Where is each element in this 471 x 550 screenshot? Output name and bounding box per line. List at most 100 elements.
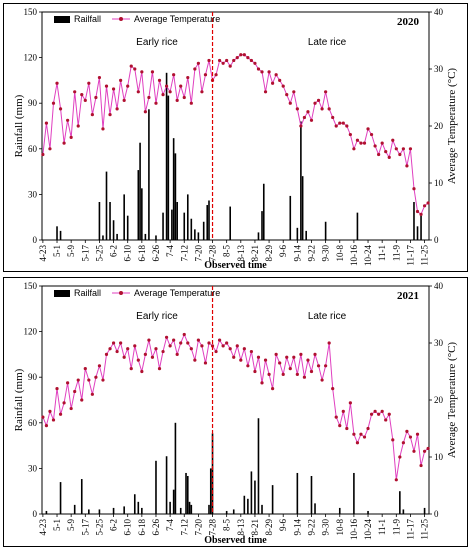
y-right-axis-title: Average Temperature (°C) — [446, 342, 458, 459]
rainfall-bar — [105, 171, 108, 240]
temperature-point — [186, 75, 190, 80]
temperature-point — [341, 409, 345, 413]
temperature-point — [87, 378, 91, 382]
y-right-tick-label: 10 — [434, 178, 444, 188]
temperature-point — [384, 150, 388, 154]
temperature-point — [228, 64, 232, 68]
temperature-point — [115, 349, 119, 354]
x-tick-label: 11-9 — [391, 519, 401, 536]
temperature-point — [281, 372, 285, 376]
y-left-tick-label: 30 — [28, 463, 38, 473]
temperature-point — [292, 355, 296, 359]
rainfall-bar — [183, 212, 186, 240]
temperature-point — [80, 398, 84, 402]
temperature-point — [394, 478, 398, 482]
x-tick-label: 11-17 — [405, 245, 415, 266]
temperature-point — [249, 58, 254, 63]
temperature-point — [405, 164, 409, 168]
temperature-series-line — [42, 333, 429, 480]
temperature-point — [377, 152, 381, 157]
temperature-point — [189, 347, 193, 351]
rainfall-bar — [126, 215, 129, 240]
y-right-tick-label: 40 — [434, 7, 444, 17]
temperature-point — [412, 449, 416, 453]
temperature-point — [355, 138, 360, 142]
x-tick-label: 5-17 — [80, 519, 90, 536]
temperature-point — [338, 121, 342, 125]
temperature-point — [69, 135, 73, 139]
rainfall-bar — [59, 482, 62, 514]
rainfall-bar — [367, 510, 369, 514]
rainfall-bar — [356, 212, 359, 240]
rainfall-bar — [172, 138, 175, 240]
temperature-point — [348, 132, 352, 137]
rainfall-bar — [338, 507, 341, 514]
x-tick-label: 10-8 — [335, 519, 345, 536]
temperature-point — [122, 355, 126, 359]
temperature-point — [111, 87, 116, 91]
x-tick-label: 11-25 — [420, 519, 430, 540]
x-tick-label: 5-9 — [66, 245, 76, 257]
temperature-point — [129, 367, 133, 371]
rainfall-bar — [98, 509, 101, 514]
temperature-point — [161, 93, 165, 97]
temperature-point — [104, 352, 109, 356]
rainfall-bar — [45, 510, 48, 514]
y-left-tick-label: 60 — [28, 144, 38, 154]
temperature-point — [108, 113, 112, 117]
rainfall-bar — [262, 183, 265, 240]
x-tick-label: 6-10 — [123, 245, 133, 262]
rainfall-bar — [73, 504, 76, 514]
x-tick-label: 4-23 — [38, 519, 48, 536]
temperature-point — [172, 73, 176, 77]
temperature-point — [359, 141, 363, 145]
rainfall-bar — [102, 235, 104, 240]
x-tick-label: 8-29 — [264, 519, 274, 536]
temperature-point — [246, 56, 250, 60]
temperature-point — [143, 352, 147, 356]
temperature-point — [380, 141, 384, 145]
temperature-point — [80, 93, 84, 97]
x-tick-label: 8-21 — [250, 245, 260, 262]
temperature-point — [217, 58, 222, 63]
temperature-point — [62, 141, 66, 145]
rainfall-bar — [98, 202, 101, 240]
temperature-point — [316, 364, 321, 368]
temperature-point — [186, 341, 190, 345]
temperature-point — [182, 95, 186, 100]
rainfall-bar — [139, 142, 141, 240]
panel-frame-1 — [3, 3, 468, 272]
temperature-point — [295, 107, 299, 111]
temperature-point — [324, 364, 328, 368]
chart-2021: 0 30 60 90 120 150 0 10 20 30 40 4-23 5-1 5-9 5-17 5-25… — [13, 281, 458, 546]
temperature-point — [119, 78, 123, 82]
temperature-point — [306, 110, 310, 114]
rainfall-bar — [296, 472, 299, 514]
temperature-point — [150, 355, 155, 359]
temperature-point — [203, 73, 208, 77]
rainfall-bar — [194, 229, 196, 240]
y-left-tick-label: 0 — [33, 235, 38, 245]
temperature-point — [292, 90, 296, 94]
temperature-point — [73, 389, 77, 394]
temperature-point — [366, 426, 370, 431]
x-tick-label: 6-10 — [123, 519, 133, 536]
rainfall-bar — [243, 495, 246, 514]
temperature-point — [210, 344, 215, 348]
rainfall-bar — [257, 232, 260, 240]
rainfall-bar — [232, 509, 235, 514]
temperature-point — [341, 121, 345, 125]
rainfall-bar — [399, 491, 401, 514]
x-tick-label: 7-20 — [193, 519, 203, 536]
temperature-point — [58, 412, 63, 416]
temperature-point — [225, 58, 229, 63]
temperature-point — [51, 101, 56, 105]
rainfall-bar — [257, 418, 260, 514]
x-tick-label: 5-1 — [52, 245, 62, 257]
x-tick-label: 11-1 — [377, 519, 387, 535]
temperature-point — [387, 155, 391, 159]
x-tick-label: 5-17 — [80, 245, 90, 262]
temperature-point — [299, 352, 303, 356]
x-tick-label: 11-9 — [391, 245, 401, 262]
